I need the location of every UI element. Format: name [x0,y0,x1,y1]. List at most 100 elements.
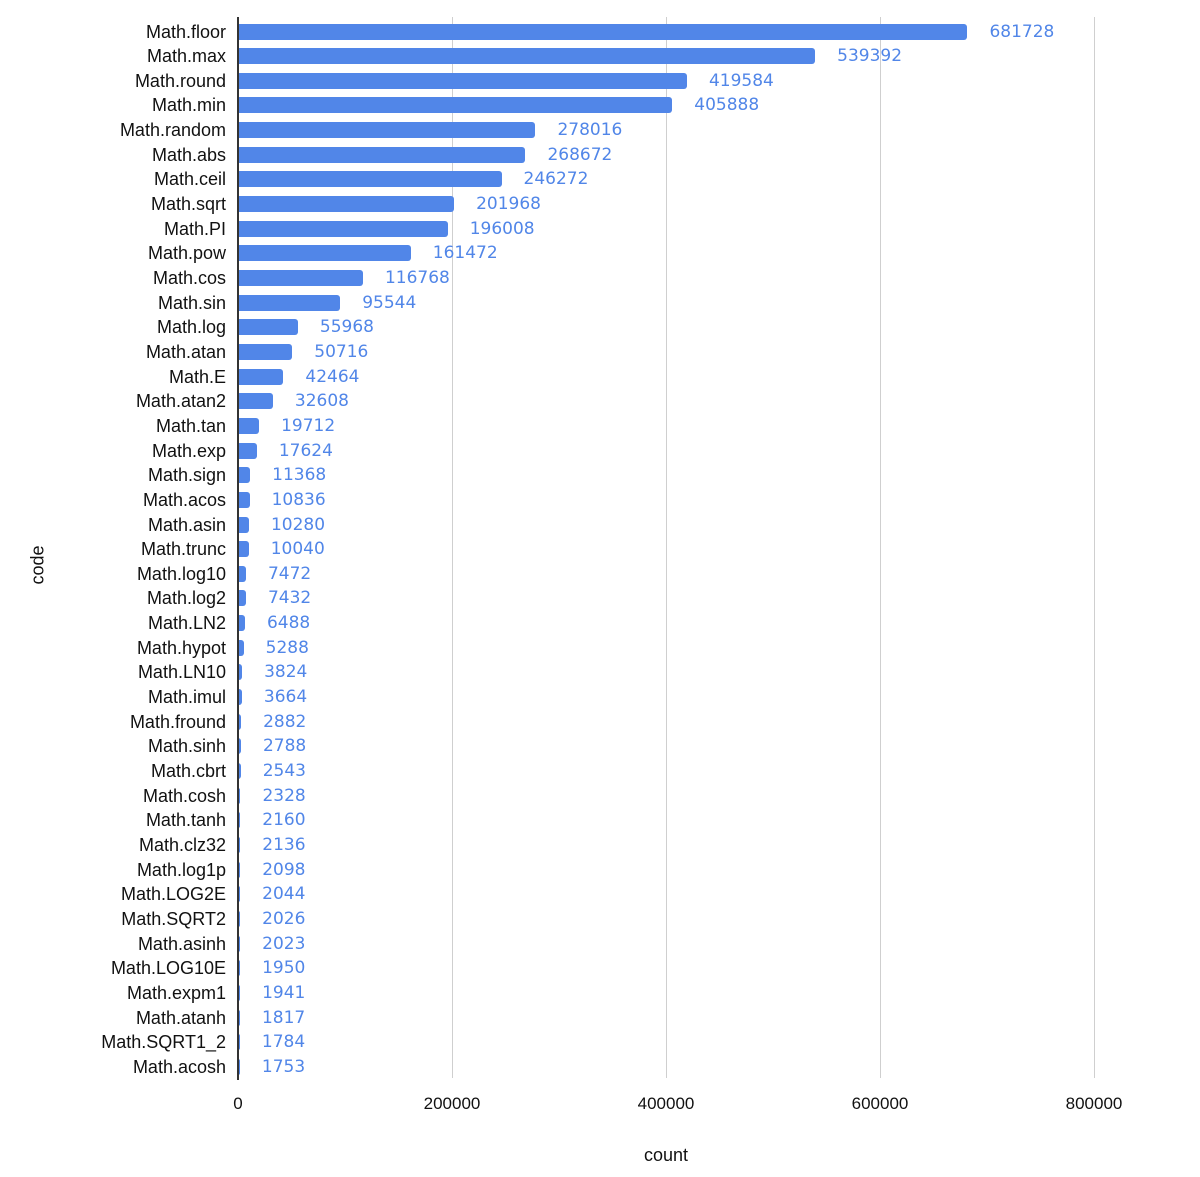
category-label: Math.LN10 [137,662,226,683]
category-label: Math.expm1 [126,982,226,1003]
gridline [666,17,667,1078]
data-label: 1817 [261,1007,306,1028]
category-label: Math.cos [152,268,226,288]
category-label: Math.tan [155,415,226,436]
bar [238,122,536,139]
category-label: Math.max [146,46,226,67]
category-label: Math.cbrt [150,761,226,781]
bar [238,467,251,484]
bar [238,270,363,286]
bar [238,72,687,89]
data-label: 50716 [314,341,369,362]
data-label: 2026 [262,908,306,929]
bar [238,146,526,163]
bar [238,713,242,730]
bar [238,910,241,927]
data-label: 3664 [263,687,308,708]
bar [238,1009,240,1026]
category-label: Math.log [156,317,226,338]
data-label: 681728 [989,21,1055,42]
data-label: 10280 [270,514,326,535]
category-label: Math.atan [145,341,226,362]
data-label: 55968 [319,317,374,338]
data-label: 246272 [523,169,589,190]
bar [238,984,241,1001]
data-label: 10836 [271,489,326,510]
gridline [452,17,453,1078]
data-label: 1941 [262,982,306,1003]
data-label: 2136 [262,834,306,855]
bar [238,960,241,977]
category-label: Math.acosh [132,1056,226,1077]
data-label: 116768 [384,268,450,288]
x-tick: 400000 [637,1094,695,1113]
bar [238,196,455,213]
bar [238,294,341,311]
category-label: Math.fround [129,711,226,732]
category-label: Math.abs [151,144,226,165]
category-label: Math.log1p [136,859,226,880]
category-label: Math.imul [147,687,226,708]
category-label: Math.E [168,366,226,387]
bar [238,812,241,829]
category-label: Math.sinh [147,736,226,757]
category-label: Math.tanh [145,810,226,831]
category-label: Math.sin [157,292,226,313]
bar [238,1034,240,1051]
category-label: Math.LOG2E [120,884,226,905]
bar [238,935,241,952]
bar [238,491,250,508]
bar [238,664,243,681]
data-label: 405888 [694,95,760,116]
data-label: 201968 [476,194,541,215]
data-label: 2023 [262,933,306,954]
data-label: 32608 [294,391,349,412]
category-label: Math.PI [163,218,226,239]
data-label: 7472 [267,563,312,584]
category-label: Math.sqrt [150,194,226,215]
bar [238,368,284,385]
x-axis-title: count [643,1145,689,1165]
category-label: Math.SQRT2 [121,908,226,929]
data-label: 42464 [305,366,360,387]
bar [238,220,448,237]
category-label: Math.cosh [142,785,226,806]
bar [238,1058,240,1075]
category-label: Math.round [134,70,226,91]
bar [238,442,257,459]
x-tick: 800000 [1065,1094,1123,1113]
category-label: Math.floor [145,21,226,42]
category-label: Math.asinh [137,933,226,954]
data-label: 95544 [362,292,417,313]
data-label: 1753 [261,1056,306,1077]
category-label: Math.log10 [136,563,226,584]
bar [238,861,241,878]
bar [238,23,968,40]
data-label: 196008 [469,218,535,239]
gridline [1094,17,1095,1078]
bar [238,565,246,582]
data-label: 11368 [272,465,327,486]
category-label: Math.SQRT1_2 [101,1032,226,1053]
category-label: Math.pow [147,243,226,264]
bar [238,689,242,706]
category-label: Math.clz32 [138,834,226,855]
data-label: 278016 [557,120,623,141]
bar [238,541,249,558]
bar [238,738,241,755]
bar [238,171,502,188]
data-label: 419584 [708,70,774,91]
bar [238,516,249,533]
category-label: Math.log2 [146,588,226,609]
y-axis-title: code [27,545,48,585]
bar [238,48,816,65]
data-label: 6488 [266,613,311,634]
bar [238,787,241,804]
bar [238,886,241,903]
bar [238,836,241,853]
data-label: 19712 [281,415,336,436]
x-tick: 200000 [423,1094,481,1113]
data-label: 539392 [837,46,903,67]
bar [238,393,273,410]
